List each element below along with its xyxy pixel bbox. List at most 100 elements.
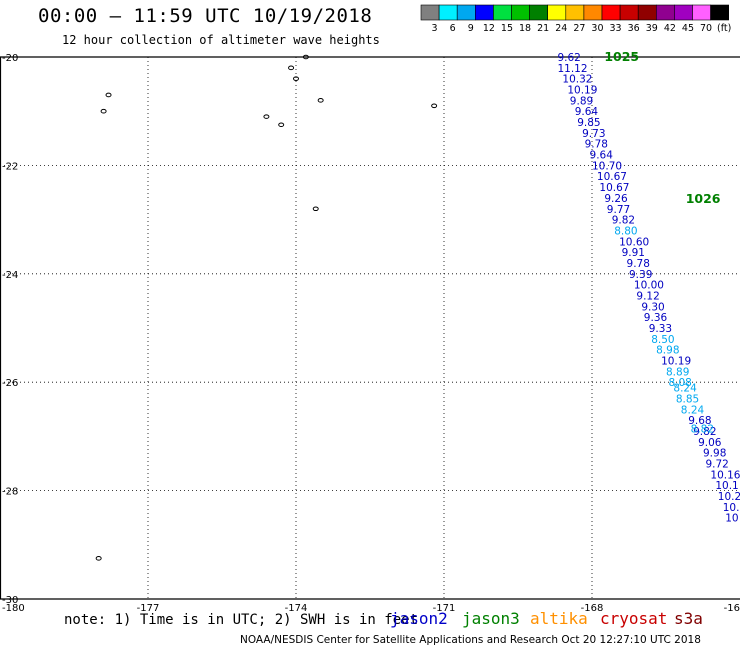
colorbar-swatch — [493, 4, 512, 21]
wave-height-label: 8.85 — [676, 393, 699, 405]
colorbar-swatch — [456, 4, 476, 21]
wave-height-label: 10.19 — [567, 85, 597, 97]
colorbar-swatch — [710, 4, 729, 21]
colorbar-swatch — [601, 4, 621, 21]
colorbar-swatch — [511, 4, 530, 21]
lat-tick-label: -30 — [2, 595, 18, 606]
colorbar-label: 24 — [555, 23, 567, 34]
wave-height-label: 10.70 — [592, 160, 622, 172]
satellite-legend-cryosat: cryosat — [600, 609, 668, 628]
satellite-legend-altika: altika — [530, 609, 588, 628]
colorbar-label: 18 — [519, 23, 531, 34]
wave-height-label: 9.78 — [627, 258, 650, 270]
page-title: 00:00 – 11:59 UTC 10/19/2018 — [38, 5, 373, 27]
wave-height-label: 8.98 — [656, 345, 679, 357]
wave-height-label: 8.82 — [691, 423, 714, 435]
colorbar-label: (ft) — [717, 23, 731, 34]
wave-height-label: 9.36 — [644, 312, 668, 324]
colorbar-label: 45 — [682, 23, 694, 34]
island-outline — [312, 206, 319, 212]
wave-height-label: 9.39 — [629, 269, 652, 281]
colorbar-swatch — [438, 4, 458, 21]
footer-note: note: 1) Time is in UTC; 2) SWH is in fe… — [64, 612, 419, 628]
island-outline — [100, 108, 107, 114]
colorbar-label: 27 — [573, 23, 585, 34]
island-outline — [293, 76, 299, 81]
colorbar-label: 9 — [468, 23, 474, 34]
wave-height-label: 9.77 — [607, 204, 630, 216]
wave-height-label: 8.50 — [651, 334, 674, 346]
lon-tick-label: -174 — [285, 603, 308, 614]
wave-height-label: 9.68 — [688, 415, 711, 427]
wave-height-label: 8.24 — [681, 404, 705, 416]
wave-height-label: 10. — [723, 502, 740, 514]
colorbar-label: 15 — [501, 23, 513, 34]
colorbar-swatch — [565, 4, 585, 21]
map-grid — [0, 56, 740, 600]
island-outline — [263, 114, 270, 119]
lon-tick-label: -168 — [581, 603, 604, 614]
colorbar-swatch — [474, 4, 494, 21]
wave-height-label: 11.12 — [557, 63, 587, 75]
lon-tick-label: -180 — [2, 603, 25, 614]
wave-height-label: 9.33 — [649, 323, 672, 335]
wave-height-points: 9.6211.1210.3210.199.899.649.859.739.789… — [557, 52, 740, 525]
wave-height-label: 10.67 — [599, 182, 629, 194]
island-outline — [95, 556, 102, 561]
wave-height-label: 9.64 — [590, 150, 614, 162]
wave-height-label: 9.98 — [703, 448, 726, 460]
wave-height-label: 9.82 — [612, 215, 635, 227]
lat-tick-label: -20 — [2, 53, 18, 64]
axis-ticks: -20 -22 -24 -26 -28 -30-180 -177 -174 -171 -168 -1… — [2, 53, 740, 614]
islands-layer — [95, 54, 438, 561]
colorbar-label: 33 — [610, 23, 622, 34]
lat-tick-label: -22 — [2, 161, 18, 172]
satellite-legend-s3a: s3a — [674, 609, 703, 628]
colorbar-label: 30 — [591, 23, 603, 34]
satellite-legend-jason2: jason2 — [390, 609, 448, 628]
island-outline — [105, 92, 112, 98]
wave-height-label: 9.89 — [570, 95, 593, 107]
colorbar-swatch — [583, 4, 603, 21]
wave-height-label: 10.2 — [718, 491, 740, 503]
island-outline — [302, 54, 309, 60]
wave-height-label: 10.16 — [710, 469, 740, 481]
colorbar-label: 3 — [432, 23, 438, 34]
colorbar-swatch — [637, 4, 657, 21]
wave-height-label: 9.26 — [604, 193, 628, 205]
satellite-legend-jason3: jason3 — [462, 609, 520, 628]
lon-tick-label: -177 — [137, 603, 160, 614]
wave-height-label: 8.08 — [668, 377, 691, 389]
wave-height-label: 9.62 — [557, 52, 580, 64]
wave-height-label: 10.32 — [562, 74, 592, 86]
colorbar-swatch — [420, 4, 440, 21]
colorbar-swatch — [529, 4, 548, 21]
wave-height-label: 9.78 — [585, 139, 608, 151]
pass-number-label: 1026 — [686, 191, 721, 206]
wave-height-label: 10.67 — [597, 171, 627, 183]
island-outline — [317, 98, 324, 103]
wave-height-label: 10.19 — [661, 356, 691, 368]
wave-height-label: 9.91 — [622, 247, 645, 259]
wave-height-label: 10.60 — [619, 236, 649, 248]
wave-height-label: 10 — [725, 513, 738, 525]
wave-height-label: 9.72 — [705, 459, 728, 471]
wave-height-label: 10.00 — [634, 280, 664, 292]
colorbar-label: 36 — [628, 23, 640, 34]
wave-height-label: 10.1 — [715, 480, 738, 492]
island-outline — [278, 122, 285, 128]
wave-height-label: 8.24 — [673, 383, 697, 395]
colorbar-swatch — [655, 4, 675, 21]
wave-height-label: 8.89 — [666, 366, 689, 378]
wave-height-label: 8.80 — [614, 225, 637, 237]
colorbar-label: 21 — [537, 23, 549, 34]
colorbar-swatch — [692, 4, 711, 21]
island-outline — [431, 103, 438, 109]
lat-tick-label: -26 — [2, 378, 18, 389]
wave-height-label: 9.85 — [577, 117, 600, 129]
page-subtitle: 12 hour collection of altimeter wave hei… — [62, 33, 380, 47]
colorbar-swatch — [619, 4, 639, 21]
lon-tick-label: -16 — [724, 603, 740, 614]
lon-tick-label: -171 — [433, 603, 456, 614]
island-outline — [288, 65, 295, 71]
